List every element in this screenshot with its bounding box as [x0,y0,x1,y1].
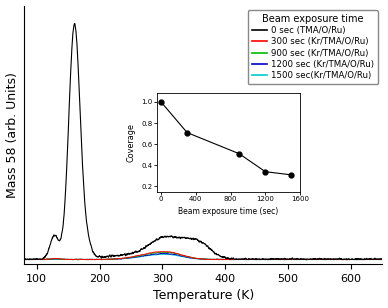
Y-axis label: Mass 58 (arb. Units): Mass 58 (arb. Units) [5,72,19,198]
Legend: 0 sec (TMA/O/Ru), 300 sec (Kr/TMA/O/Ru), 900 sec (Kr/TMA/O/Ru), 1200 sec (Kr/TMA: 0 sec (TMA/O/Ru), 300 sec (Kr/TMA/O/Ru),… [248,10,378,84]
X-axis label: Temperature (K): Temperature (K) [152,290,254,302]
